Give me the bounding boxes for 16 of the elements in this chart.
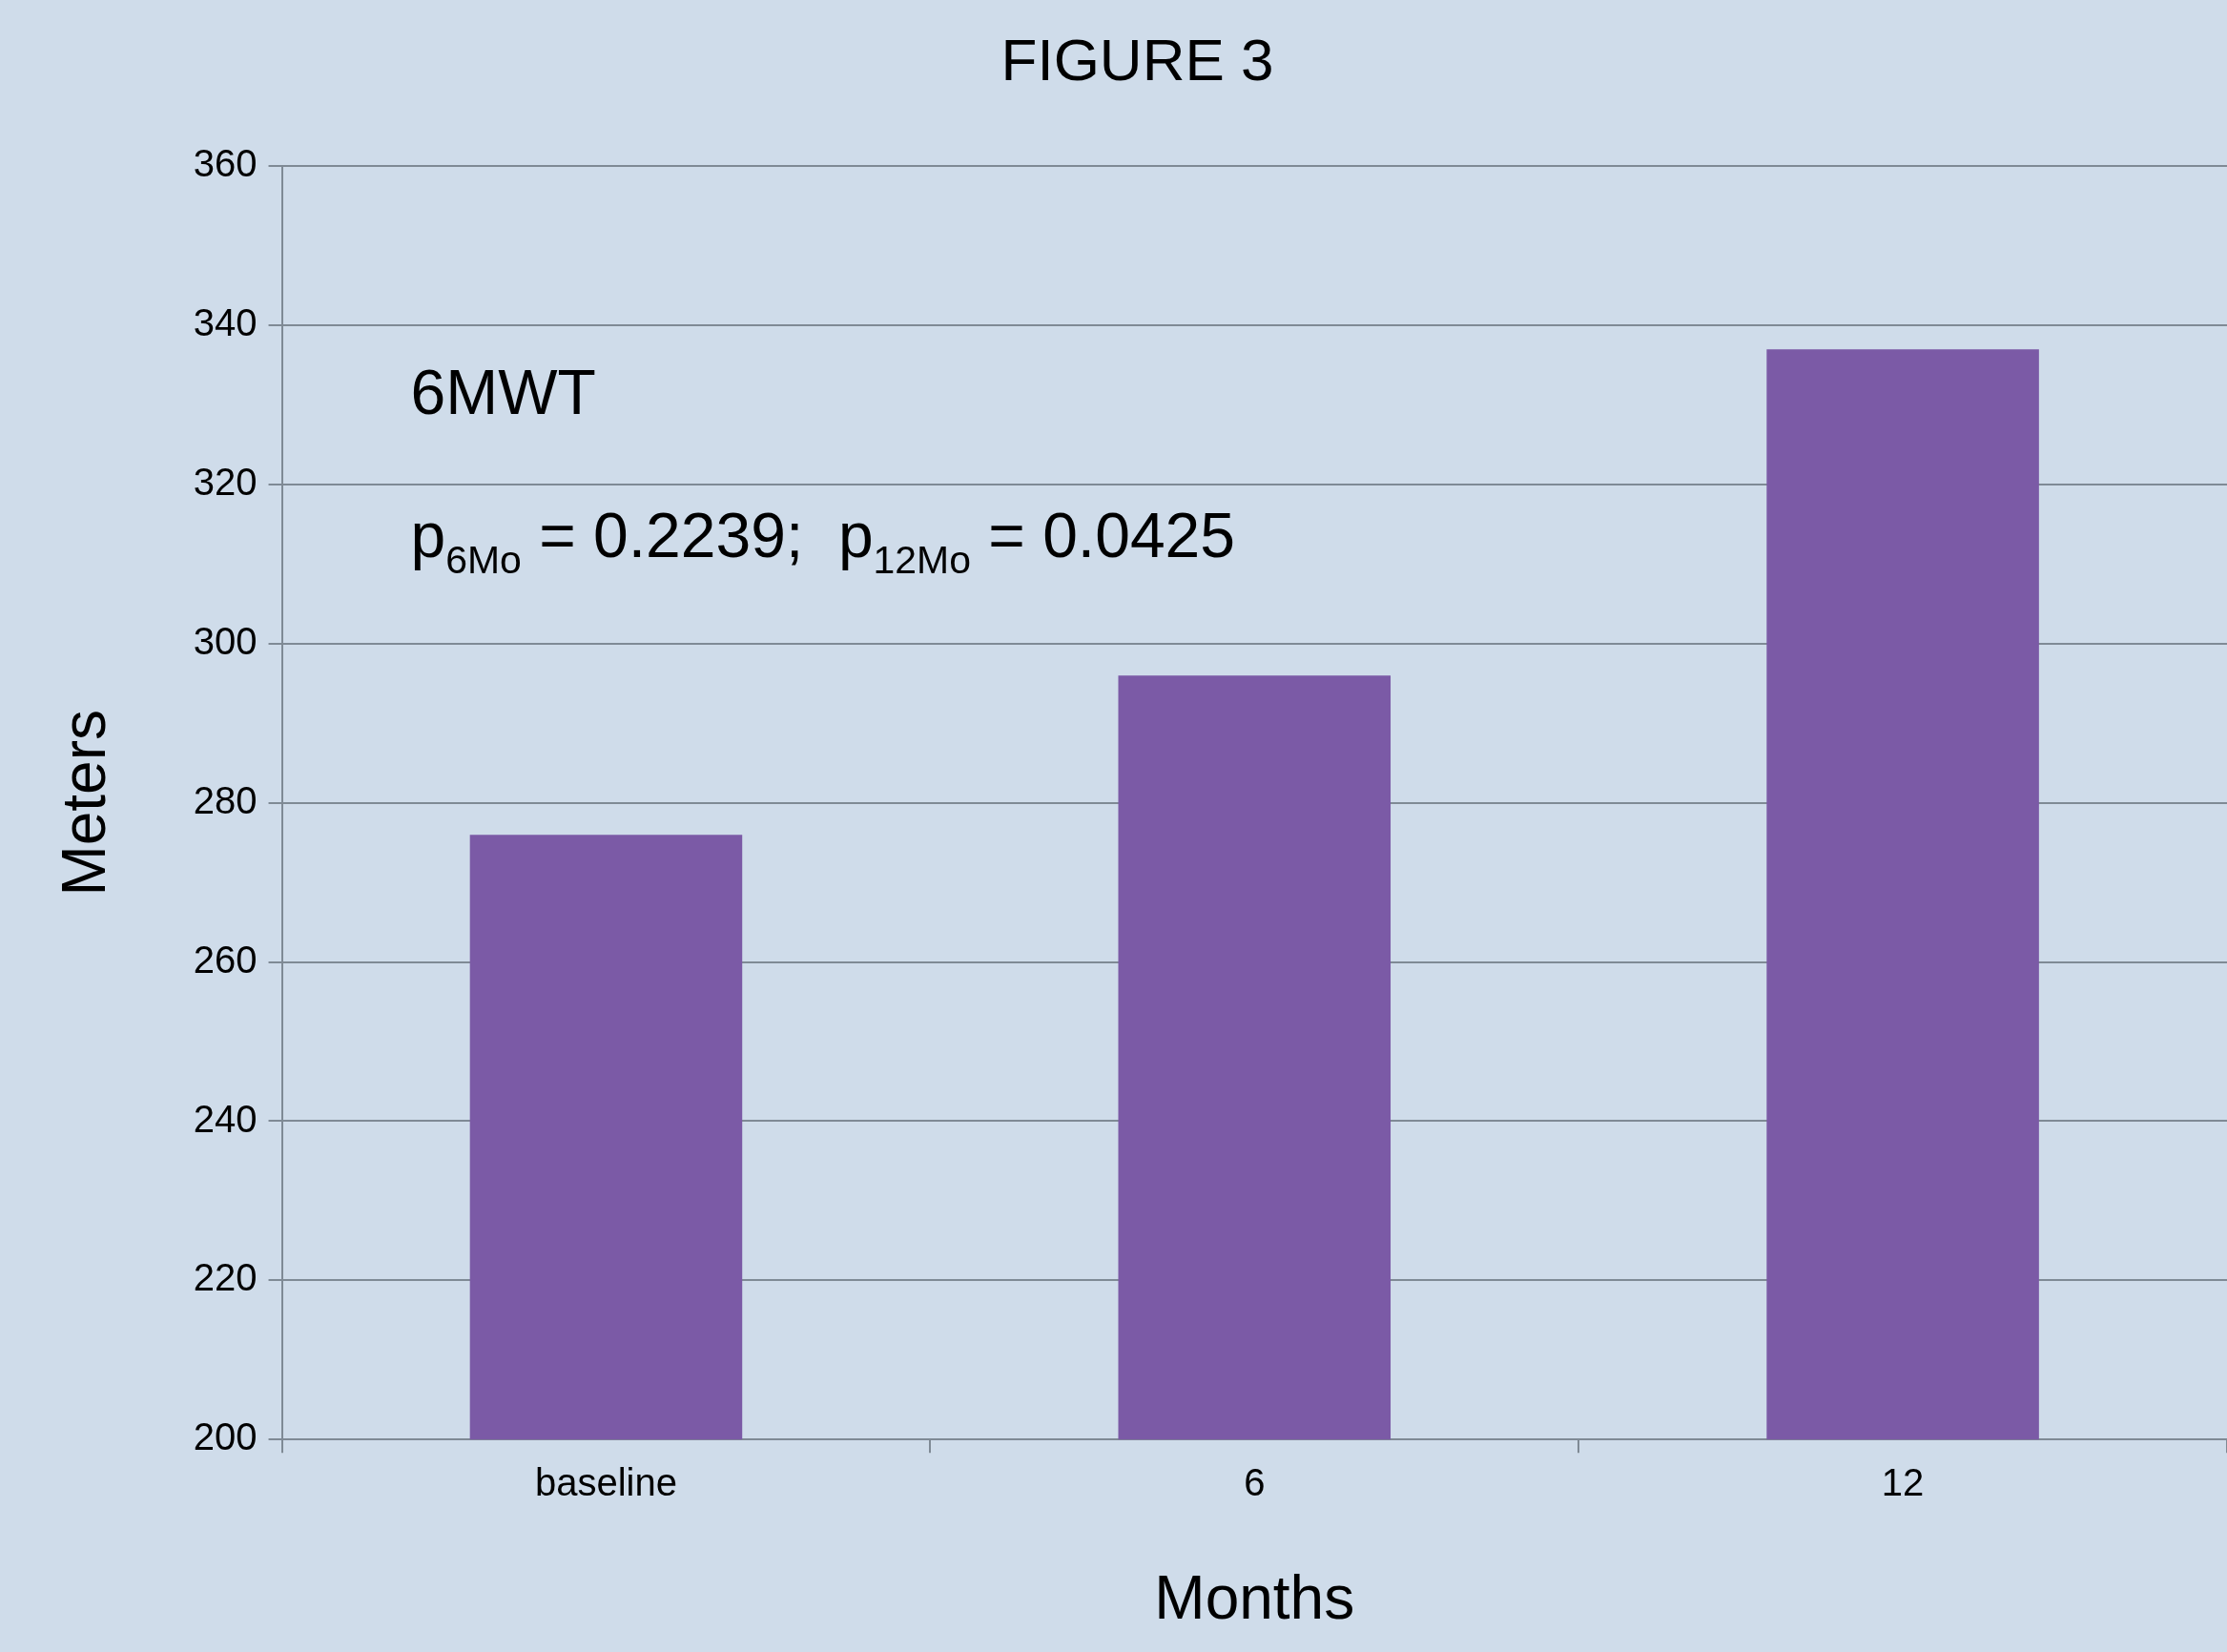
y-tick-label: 280 (193, 778, 258, 821)
y-tick-label: 300 (193, 619, 258, 662)
x-axis-title: Months (1154, 1563, 1355, 1633)
chart-title: FIGURE 3 (1000, 27, 1274, 93)
y-tick-label: 240 (193, 1097, 258, 1140)
y-tick-label: 200 (193, 1415, 258, 1458)
x-tick-label: 12 (1881, 1461, 1925, 1504)
x-tick-label: 6 (1244, 1461, 1266, 1504)
y-tick-label: 260 (193, 938, 258, 981)
y-tick-label: 360 (193, 142, 258, 185)
y-tick-label: 340 (193, 301, 258, 344)
y-tick-label: 320 (193, 461, 258, 504)
y-axis-title: Meters (50, 710, 119, 897)
y-tick-label: 220 (193, 1256, 258, 1299)
x-tick-label: baseline (534, 1461, 677, 1504)
annotation: 6MWT (410, 357, 596, 428)
